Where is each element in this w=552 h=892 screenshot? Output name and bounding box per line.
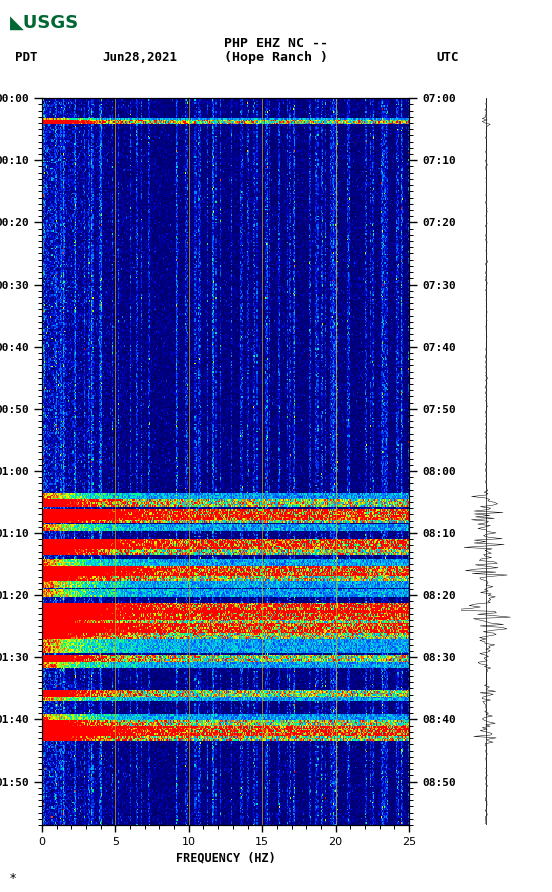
X-axis label: FREQUENCY (HZ): FREQUENCY (HZ): [176, 851, 275, 864]
Text: *: *: [10, 871, 16, 885]
Text: ◣USGS: ◣USGS: [10, 13, 79, 31]
Text: Jun28,2021: Jun28,2021: [102, 51, 177, 64]
Text: PHP EHZ NC --: PHP EHZ NC --: [224, 37, 328, 50]
Text: UTC: UTC: [436, 51, 459, 64]
Text: PDT: PDT: [15, 51, 38, 64]
Text: (Hope Ranch ): (Hope Ranch ): [224, 51, 328, 64]
